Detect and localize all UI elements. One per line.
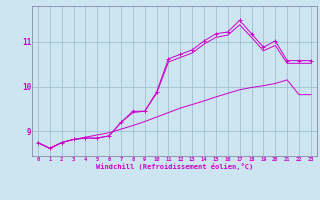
X-axis label: Windchill (Refroidissement éolien,°C): Windchill (Refroidissement éolien,°C) xyxy=(96,163,253,170)
